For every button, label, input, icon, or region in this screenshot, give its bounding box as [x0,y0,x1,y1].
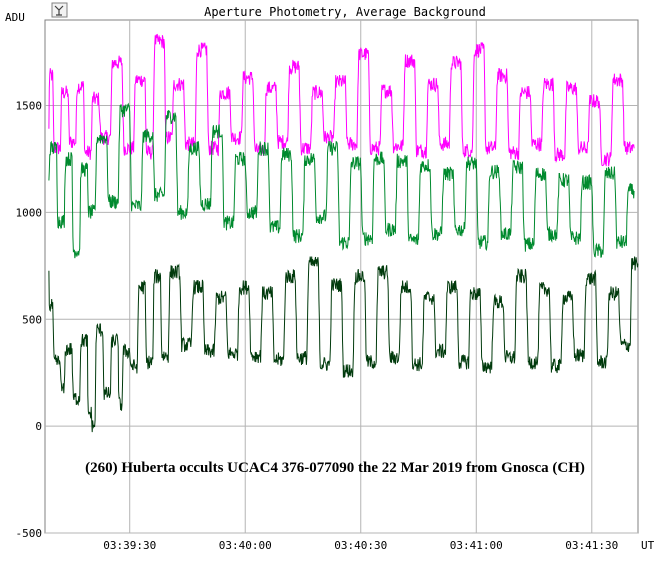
series-line-2 [48,256,639,433]
plot-area [44,19,639,534]
series-traces [48,33,639,433]
x-tick-labels: 03:39:30 03:40:00 03:40:30 03:41:00 03:41:30 [103,539,618,552]
y-axis-label: ADU [5,11,25,24]
series-line-0 [48,33,635,167]
x-tick-label: 03:39:30 [103,539,156,552]
y-tick-label: 1500 [16,100,43,113]
x-tick-label: 03:41:00 [450,539,503,552]
y-tick-label: -500 [16,527,43,540]
y-tick-labels: 1500 1000 500 0 -500 [16,100,43,541]
chart-settings-icon[interactable] [51,2,68,18]
y-tick-label: 1000 [16,206,43,219]
y-tick-label: 0 [35,420,42,433]
y-tick-label: 500 [22,313,42,326]
series-line-1 [48,102,635,259]
x-tick-label: 03:41:30 [565,539,618,552]
event-annotation: (260) Huberta occults UCAC4 376-077090 t… [85,460,585,476]
x-axis-unit-label: UT [641,539,655,552]
x-tick-label: 03:40:30 [334,539,387,552]
x-tick-label: 03:40:00 [219,539,272,552]
chart-title: Aperture Photometry, Average Background [204,5,486,19]
